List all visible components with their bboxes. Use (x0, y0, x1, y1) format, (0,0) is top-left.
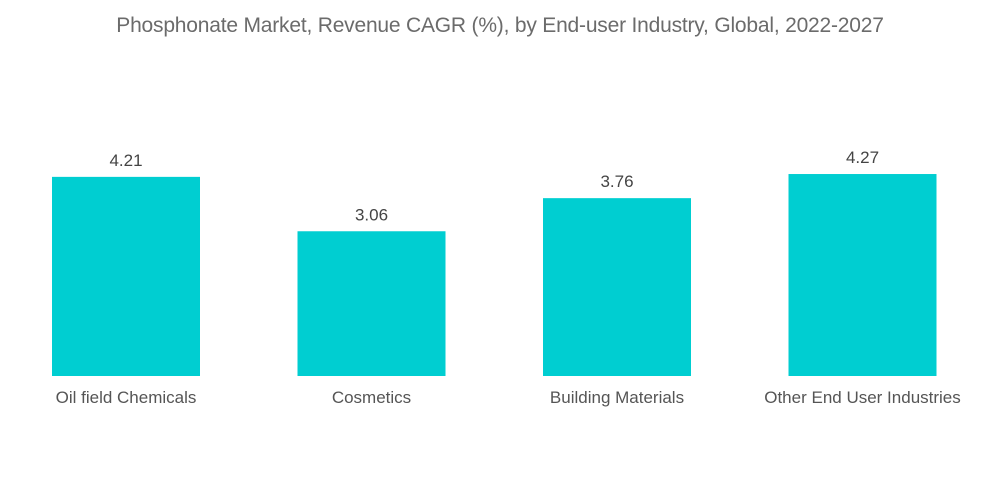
bar-cosmetics (297, 231, 446, 376)
data-label: 3.06 (355, 205, 388, 224)
data-label: 4.21 (109, 151, 142, 170)
chart-title: Phosphonate Market, Revenue CAGR (%), by… (116, 14, 884, 37)
x-tick-label: Oil field Chemicals (56, 388, 197, 407)
x-tick-label: Building Materials (550, 388, 684, 407)
data-label: 4.27 (846, 148, 879, 167)
data-label: 3.76 (600, 172, 633, 191)
bar-oil-field-chemicals (52, 176, 200, 376)
bar-other-end-user-industries (788, 174, 937, 376)
x-tick-label: Cosmetics (332, 388, 411, 407)
x-tick-label: Other End User Industries (764, 388, 961, 407)
bar-building-materials (543, 198, 691, 376)
